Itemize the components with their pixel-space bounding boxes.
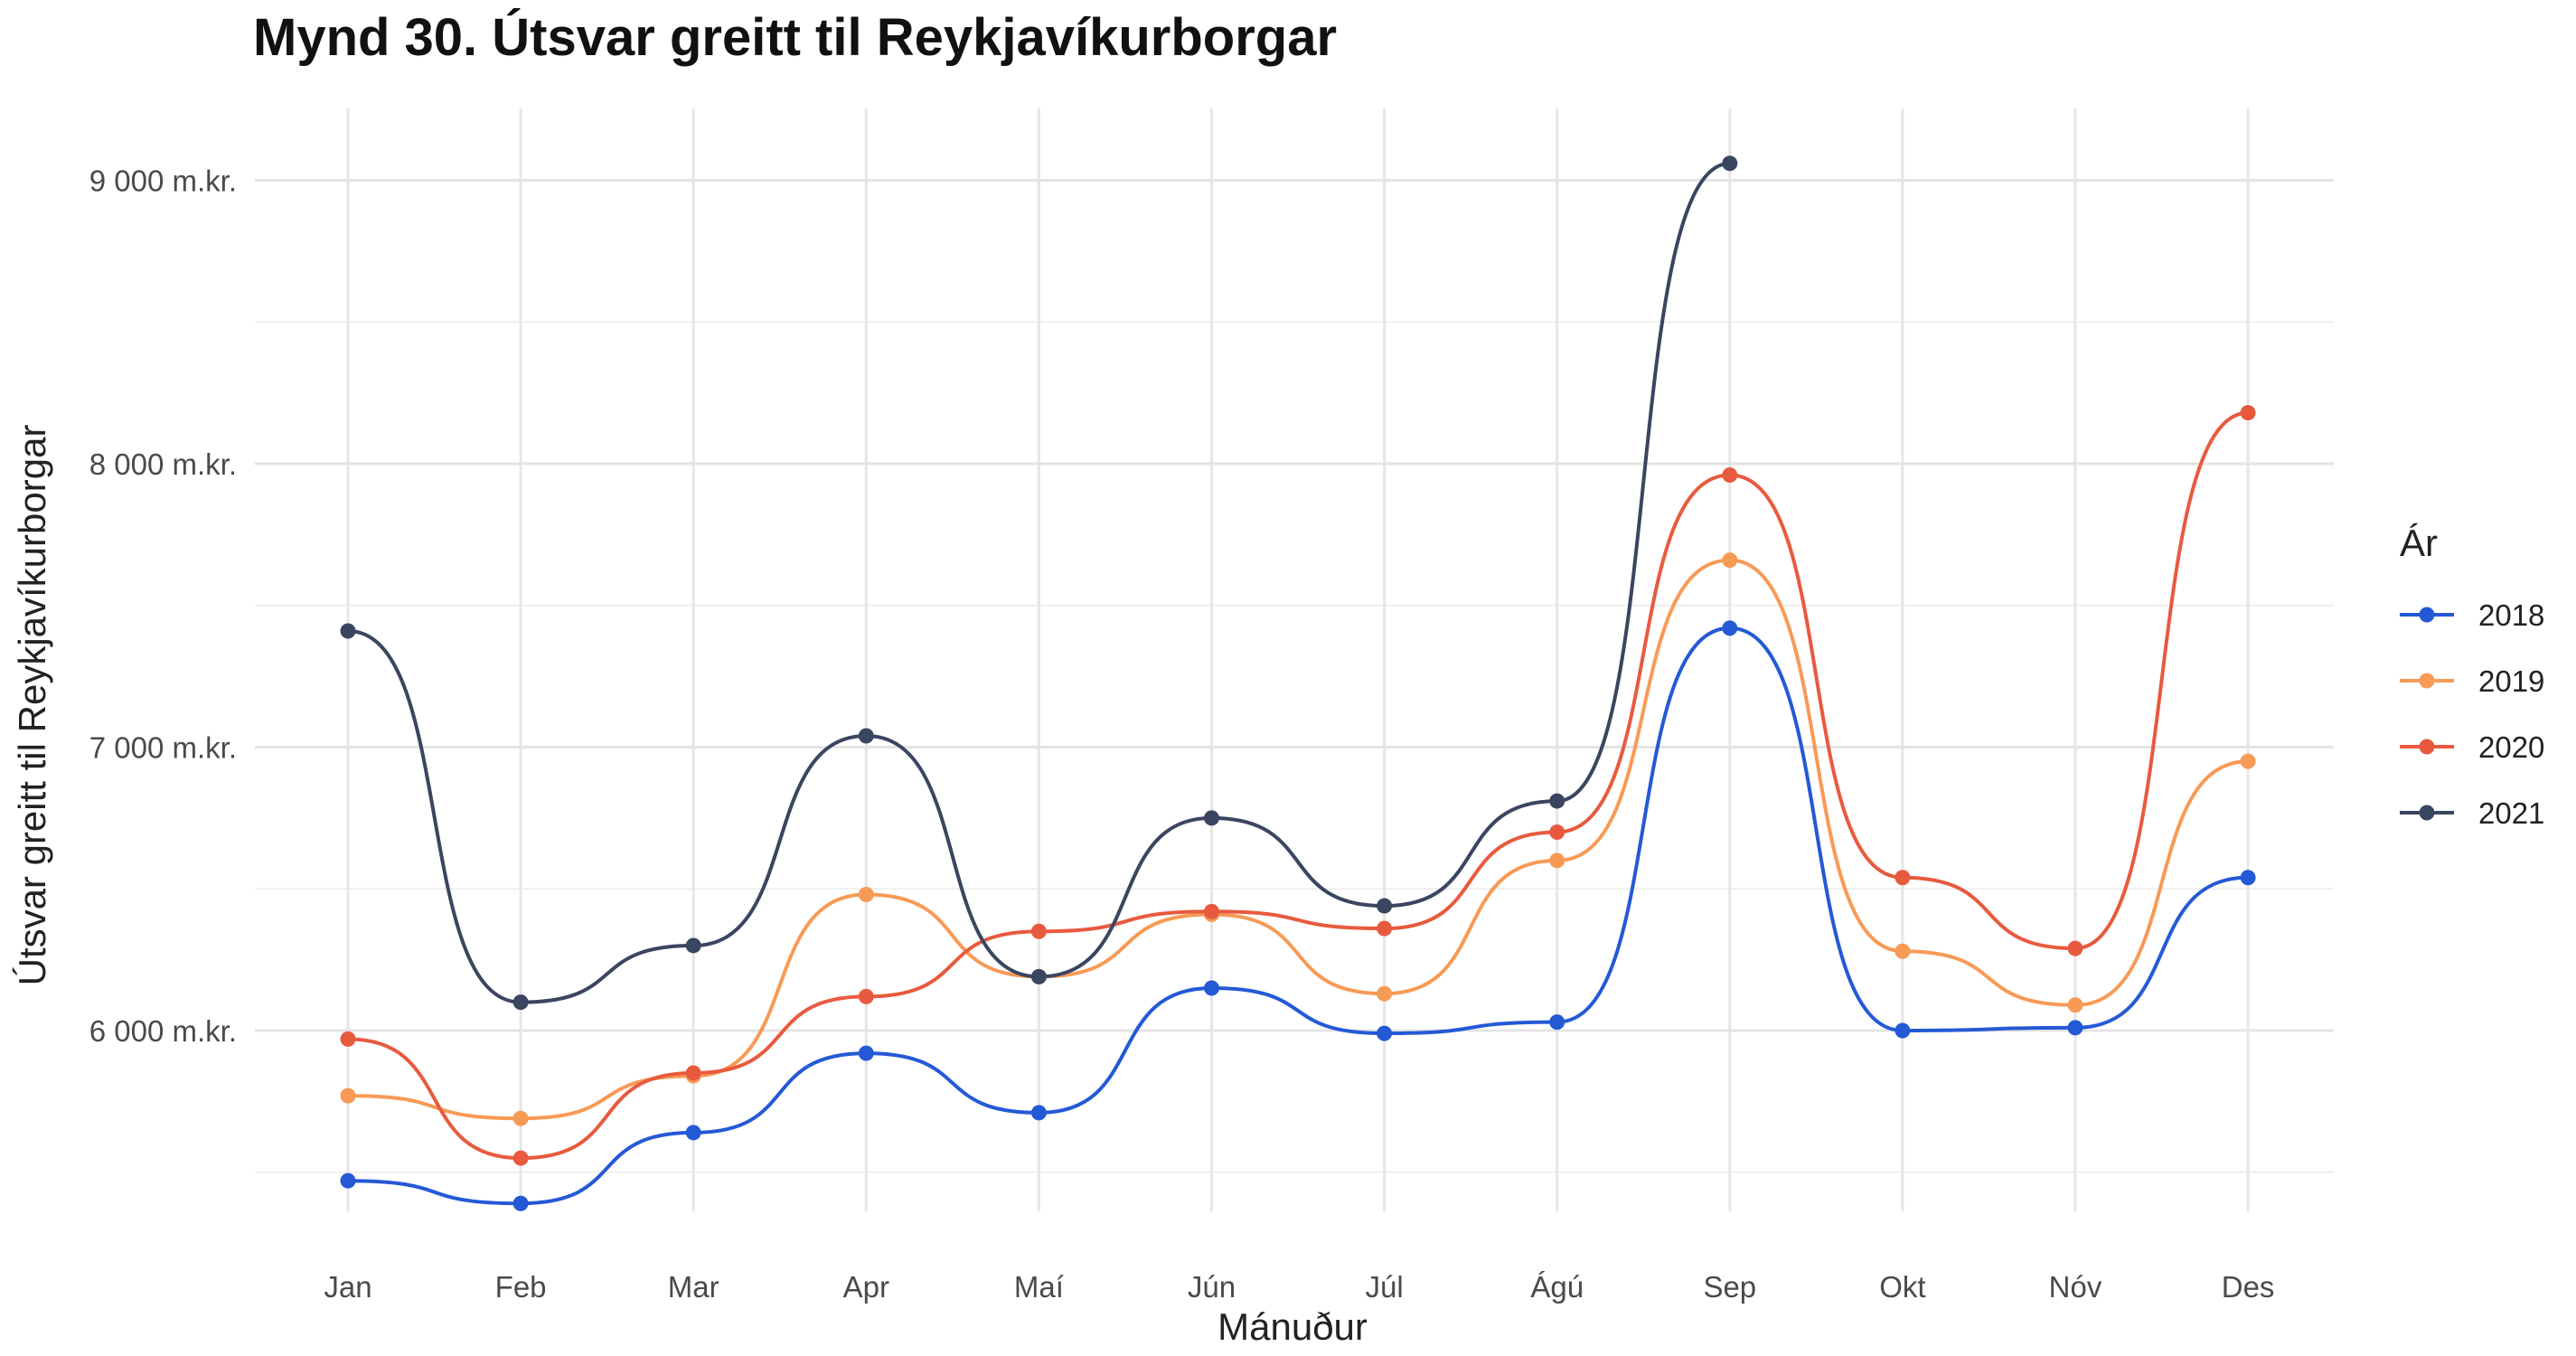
data-point-2020 xyxy=(2240,405,2256,421)
series-line-2018 xyxy=(346,626,2251,1206)
legend-items: 2018 2019 2020 2021 xyxy=(2400,598,2544,830)
data-point-2021 xyxy=(685,937,701,954)
legend-label: 2018 xyxy=(2478,598,2544,632)
data-point-2020 xyxy=(1722,467,1738,484)
x-tick-label: Júl xyxy=(1366,1270,1404,1304)
data-point-2018 xyxy=(1377,1025,1393,1041)
y-tick-label: 7 000 m.kr. xyxy=(89,731,237,765)
legend: Ár 2018 2019 2020 2021 xyxy=(2400,522,2544,830)
series-points xyxy=(340,155,2256,1211)
y-tick-label: 6 000 m.kr. xyxy=(89,1014,237,1048)
x-tick-label: Des xyxy=(2222,1270,2275,1304)
major-gridlines xyxy=(255,108,2334,1211)
legend-title: Ár xyxy=(2400,522,2438,564)
data-point-2018 xyxy=(1549,1014,1565,1031)
data-point-2021 xyxy=(1722,155,1738,172)
data-point-2018 xyxy=(685,1125,701,1141)
data-point-2018 xyxy=(1722,620,1738,636)
data-point-2020 xyxy=(685,1065,701,1081)
legend-key-dot xyxy=(2419,805,2435,821)
legend-label: 2019 xyxy=(2478,664,2544,698)
data-point-2020 xyxy=(2067,940,2083,956)
legend-label: 2020 xyxy=(2478,730,2544,764)
data-point-2021 xyxy=(512,994,529,1011)
data-point-2021 xyxy=(858,728,874,744)
series-lines xyxy=(346,161,2251,1206)
data-point-2019 xyxy=(2067,997,2083,1013)
data-point-2019 xyxy=(2240,753,2256,769)
legend-key-dot xyxy=(2419,673,2435,689)
data-point-2019 xyxy=(1722,552,1738,569)
y-axis-title: Útsvar greitt til Reykjavíkurborgar xyxy=(11,425,53,986)
data-point-2019 xyxy=(858,887,874,903)
x-tick-label: Jan xyxy=(324,1270,371,1304)
data-point-2019 xyxy=(1377,985,1393,1002)
data-point-2020 xyxy=(1377,920,1393,937)
x-tick-label: Feb xyxy=(495,1270,547,1304)
data-point-2020 xyxy=(858,988,874,1004)
data-point-2020 xyxy=(340,1031,356,1047)
data-point-2018 xyxy=(512,1195,529,1211)
data-point-2021 xyxy=(1549,793,1565,809)
data-point-2019 xyxy=(1549,852,1565,869)
legend-label: 2021 xyxy=(2478,796,2544,830)
x-axis-title: Mánuður xyxy=(1217,1305,1368,1348)
series-line-2019 xyxy=(346,558,2251,1121)
series-line-2020 xyxy=(346,410,2251,1161)
x-tick-label: Sep xyxy=(1703,1270,1756,1304)
data-point-2018 xyxy=(2240,870,2256,886)
y-axis-ticks: 6 000 m.kr. 7 000 m.kr. 8 000 m.kr. 9 000 m… xyxy=(89,165,237,1049)
data-point-2018 xyxy=(1030,1105,1047,1121)
x-tick-label: Maí xyxy=(1014,1270,1064,1304)
y-tick-label: 8 000 m.kr. xyxy=(89,447,237,481)
data-point-2020 xyxy=(1030,923,1047,939)
y-tick-label: 9 000 m.kr. xyxy=(89,165,237,198)
x-tick-label: Nóv xyxy=(2049,1270,2102,1304)
data-point-2019 xyxy=(340,1088,356,1104)
data-point-2018 xyxy=(1204,980,1219,996)
data-point-2019 xyxy=(1894,943,1911,959)
data-point-2021 xyxy=(340,623,356,639)
x-tick-label: Ágú xyxy=(1530,1270,1584,1304)
x-tick-label: Apr xyxy=(843,1270,889,1304)
x-tick-label: Jún xyxy=(1188,1270,1236,1304)
data-point-2018 xyxy=(340,1172,356,1189)
data-point-2021 xyxy=(1204,810,1219,826)
x-tick-label: Mar xyxy=(668,1270,719,1304)
legend-key-dot xyxy=(2419,607,2435,623)
data-point-2018 xyxy=(858,1045,874,1061)
data-point-2018 xyxy=(1894,1022,1911,1039)
data-point-2020 xyxy=(1894,870,1911,886)
data-point-2019 xyxy=(512,1110,529,1126)
data-point-2021 xyxy=(1030,968,1047,984)
data-point-2020 xyxy=(512,1150,529,1166)
legend-key-dot xyxy=(2419,739,2435,755)
data-point-2020 xyxy=(1204,903,1219,919)
x-axis-ticks: Jan Feb Mar Apr Maí Jún Júl Ágú Sep Okt Nóv Des xyxy=(324,1270,2274,1304)
data-point-2020 xyxy=(1549,824,1565,841)
data-point-2021 xyxy=(1377,898,1393,914)
data-point-2018 xyxy=(2067,1020,2083,1036)
chart-title: Mynd 30. Útsvar greitt til Reykjavíkurbo… xyxy=(253,8,1338,67)
x-tick-label: Okt xyxy=(1879,1270,1925,1304)
